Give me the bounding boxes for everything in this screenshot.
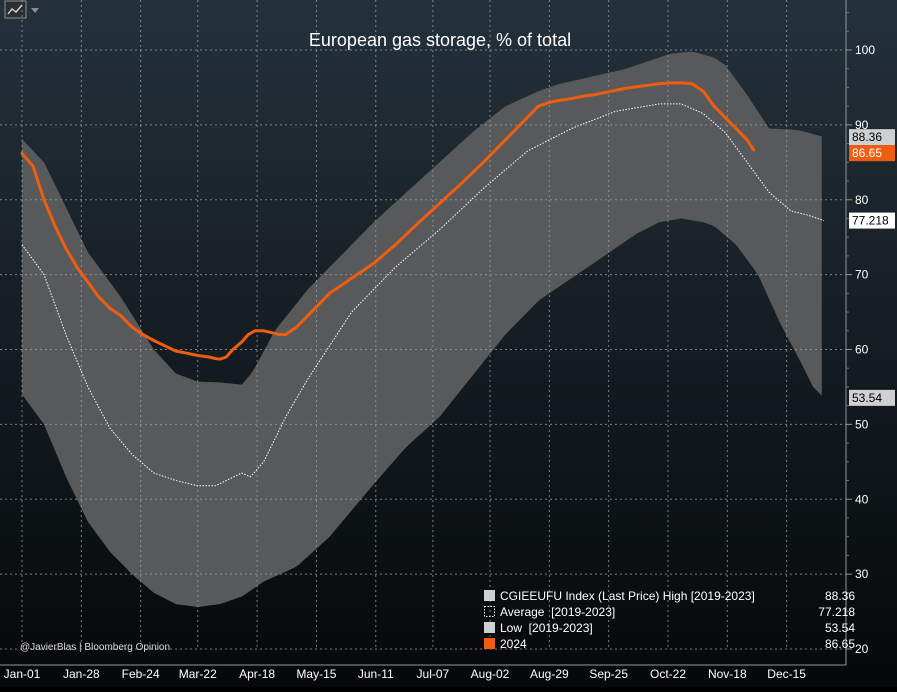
tag-2024-bg <box>849 145 895 162</box>
y-tick-label-30: 30 <box>855 567 869 581</box>
tag-average-text: 77.218 <box>852 214 889 228</box>
tag-low-bg <box>849 389 895 406</box>
line-chart-icon[interactable] <box>4 0 27 19</box>
grid-layer <box>0 0 846 650</box>
legend-swatch-high <box>484 590 495 601</box>
legend-value-average: 77.218 <box>818 605 855 619</box>
line-chart-glyph <box>7 4 23 15</box>
tag-low-text: 53.54 <box>852 391 882 405</box>
credit-text: @JavierBlas | Bloomberg Opinion <box>20 642 170 653</box>
y-tick-label-20: 20 <box>855 642 869 656</box>
legend-value-2024: 86.65 <box>825 637 855 651</box>
x-tick-label-3: Mar-22 <box>179 667 217 681</box>
legend-swatch-2024 <box>484 638 495 649</box>
x-tick-label-7: Jul-07 <box>417 667 450 681</box>
tag-average-bg <box>849 212 895 229</box>
legend-label-low: Low [2019-2023] <box>500 621 593 635</box>
y-tick-label-60: 60 <box>855 343 869 357</box>
x-tick-label-1: Jan-28 <box>63 667 100 681</box>
series-layer <box>22 51 822 608</box>
x-tick-label-6: Jun-11 <box>358 667 394 681</box>
x-tick-label-4: Apr-18 <box>239 667 275 681</box>
x-tick-label-0: Jan-01 <box>4 667 41 681</box>
legend-label-average: Average [2019-2023] <box>500 605 615 619</box>
legend-value-high: 88.36 <box>825 589 855 603</box>
y-tick-label-100: 100 <box>855 43 875 57</box>
legend-swatch-average <box>484 606 495 617</box>
x-tick-label-11: Oct-22 <box>650 667 686 681</box>
legend-label-2024: 2024 <box>500 637 527 651</box>
y-tick-label-70: 70 <box>855 268 869 282</box>
average-line <box>21 103 825 487</box>
x-tick-label-12: Nov-18 <box>708 667 747 681</box>
y-tick-label-40: 40 <box>855 492 869 506</box>
x-tick-label-8: Aug-02 <box>471 667 510 681</box>
x-tick-label-13: Dec-15 <box>767 667 806 681</box>
y-tick-label-50: 50 <box>855 417 869 431</box>
x-tick-label-9: Aug-29 <box>530 667 569 681</box>
tag-high-bg <box>849 129 895 146</box>
legend-swatch-low <box>484 622 495 633</box>
x-tick-label-10: Sep-25 <box>589 667 628 681</box>
legend-value-low: 53.54 <box>825 621 855 635</box>
chart-title: European gas storage, % of total <box>309 30 571 50</box>
y-tick-label-90: 90 <box>855 118 869 132</box>
x-tick-label-5: May-15 <box>296 667 336 681</box>
chart-type-button[interactable] <box>4 0 39 19</box>
tag-high-text: 88.36 <box>852 130 882 144</box>
y-tick-label-80: 80 <box>855 193 869 207</box>
series-2024-line <box>20 81 756 361</box>
chevron-down-icon[interactable] <box>31 8 39 13</box>
high-low-band <box>22 51 822 608</box>
legend: CGIEEUFU Index (Last Price) High [2019-2… <box>484 589 855 651</box>
line-series-layer <box>20 81 825 487</box>
x-tick-label-2: Feb-24 <box>122 667 160 681</box>
legend-label-high: CGIEEUFU Index (Last Price) High [2019-2… <box>500 589 755 603</box>
tag-2024-text: 86.65 <box>852 146 882 160</box>
